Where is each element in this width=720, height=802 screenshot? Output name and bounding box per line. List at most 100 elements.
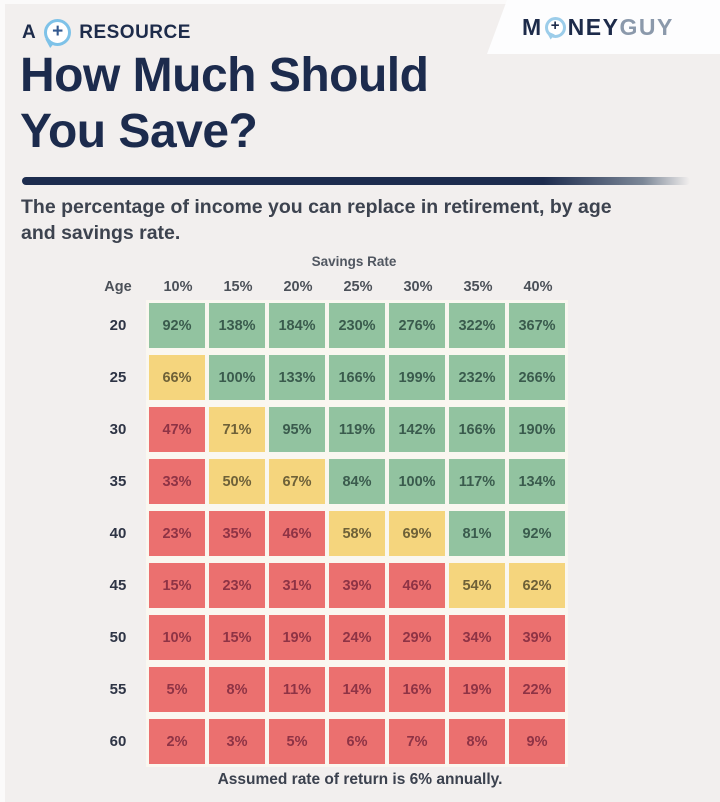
heatmap-cell: 62% [509,563,565,608]
heatmap-cell: 35% [209,511,265,556]
heatmap-cell: 232% [449,355,505,400]
heatmap-cell: 29% [389,615,445,660]
heatmap-cell: 50% [209,459,265,504]
age-label: 45 [109,577,127,594]
column-header: 10% [163,279,193,295]
heatmap-cell: 19% [449,667,505,712]
heatmap-cell: 199% [389,355,445,400]
age-column: 20 25 30 35 40 45 50 55 60 [90,303,146,764]
column-header: 30% [403,279,433,295]
heatmap-cell: 3% [209,719,265,764]
heatmap-cell: 23% [209,563,265,608]
heatmap-cell: 9% [509,719,565,764]
badge-label: RESOURCE [79,21,191,43]
heatmap-cell: 69% [389,511,445,556]
heatmap-cell: 71% [209,407,265,452]
logo-text-m: M [522,14,543,40]
heatmap-cell: 100% [209,355,265,400]
heatmap-cell: 14% [329,667,385,712]
column-header: 35% [463,279,493,295]
logo-plate [487,0,720,54]
heatmap-cell: 142% [389,407,445,452]
heatmap-cell: 184% [269,303,325,348]
heatmap-cell: 7% [389,719,445,764]
heatmap-cell: 15% [209,615,265,660]
top-edge-strip [0,0,720,4]
heatmap-cell: 81% [449,511,505,556]
heatmap-cell: 54% [449,563,505,608]
heatmap-cell: 276% [389,303,445,348]
speech-bubble-plus-icon [544,16,566,38]
heatmap-cell: 16% [389,667,445,712]
heatmap-cell: 133% [269,355,325,400]
heatmap-cell: 92% [149,303,205,348]
subtitle-line2: and savings rate. [21,222,181,244]
heatmap-cell: 84% [329,459,385,504]
heatmap-cell: 92% [509,511,565,556]
heatmap-cell: 39% [509,615,565,660]
age-label: 55 [109,681,127,698]
logo-text-guy: GUY [619,14,674,40]
heatmap-cell: 134% [509,459,565,504]
logo-text-ney: NEY [567,14,620,40]
age-label: 30 [109,421,127,438]
age-label: 25 [109,369,127,386]
heatmap-cell: 166% [329,355,385,400]
heatmap-cell: 33% [149,459,205,504]
heatmap-cell: 15% [149,563,205,608]
heatmap-grid: 92% 138% 184% 230% 276% 322% 367% 66% 100% 133% 16… [146,300,568,767]
heatmap-cell: 31% [269,563,325,608]
heatmap-cell: 66% [149,355,205,400]
heatmap-cell: 47% [149,407,205,452]
column-header: 40% [523,279,553,295]
heatmap-cell: 22% [509,667,565,712]
page-title-line2: You Save? [20,105,258,158]
heatmap-cell: 367% [509,303,565,348]
heatmap-cell: 67% [269,459,325,504]
speech-bubble-plus-icon [44,19,72,46]
subtitle: The percentage of income you can replace… [21,194,612,246]
divider-bar [22,177,690,185]
heatmap-cell: 34% [449,615,505,660]
column-header: 20% [283,279,313,295]
x-axis-label: Savings Rate [311,254,397,269]
heatmap-cell: 100% [389,459,445,504]
footnote: Assumed rate of return is 6% annually. [217,771,503,788]
page-title-line1: How Much Should [20,49,429,102]
left-edge-strip [0,0,5,802]
age-label: 50 [109,629,127,646]
heatmap-cell: 2% [149,719,205,764]
heatmap-cell: 6% [329,719,385,764]
heatmap-cell: 266% [509,355,565,400]
heatmap-cell: 117% [449,459,505,504]
heatmap-cell: 23% [149,511,205,556]
heatmap-cell: 5% [149,667,205,712]
heatmap-cell: 190% [509,407,565,452]
column-header: 15% [223,279,253,295]
age-label: 40 [109,525,127,542]
heatmap-cell: 322% [449,303,505,348]
column-header: 25% [343,279,373,295]
y-axis-label: Age [104,279,132,295]
heatmap-cell: 95% [269,407,325,452]
heatmap-cell: 119% [329,407,385,452]
heatmap-cell: 39% [329,563,385,608]
resource-badge: A RESOURCE [22,19,191,46]
age-label: 60 [109,733,127,750]
heatmap-cell: 58% [329,511,385,556]
age-label: 35 [109,473,127,490]
heatmap-cell: 138% [209,303,265,348]
column-header-row: Age 10% 15% 20% 25% 30% 35% 40% [90,279,566,295]
heatmap-cell: 24% [329,615,385,660]
heatmap-cell: 46% [269,511,325,556]
moneyguy-logo: M NEY GUY [522,15,674,39]
subtitle-line1: The percentage of income you can replace… [21,196,612,218]
heatmap-cell: 8% [449,719,505,764]
heatmap-cell: 8% [209,667,265,712]
heatmap-cell: 10% [149,615,205,660]
heatmap-cell: 19% [269,615,325,660]
heatmap-cell: 230% [329,303,385,348]
heatmap-cell: 5% [269,719,325,764]
badge-prefix: A [22,21,37,43]
